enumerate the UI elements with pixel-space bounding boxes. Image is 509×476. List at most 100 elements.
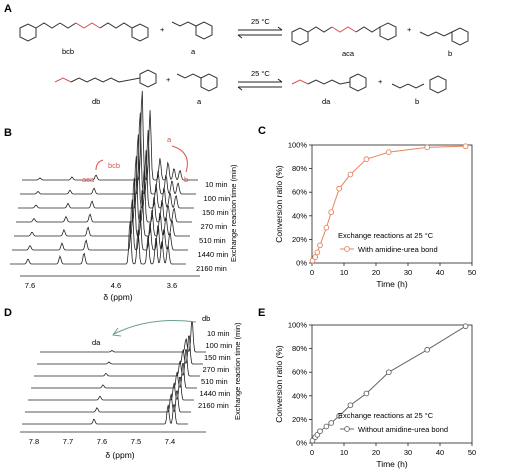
chart-c-y-tick-label: 100% [288,141,308,150]
molecule-db [54,69,157,88]
chart-e: 0 10 20 30 40 50 0% 20% 40% 60% 80% 100% Time (h) Con… [274,321,476,470]
chart-c-data-point [385,149,392,155]
chart-c-y-tick-label: 60% [292,188,307,197]
plus-1: + [160,25,165,34]
condition-2: 25 °C [251,69,270,78]
panel-label-d: D [4,307,12,319]
time-label-b: 100 min [204,194,231,203]
molecule-b-2 [391,75,447,94]
chart-c-plot-frame [311,144,473,264]
nmr-b-spectrum [12,199,188,251]
annot-d-db: db [202,314,210,323]
chart-c-data-point [424,144,431,151]
nmr-d-spectrum [34,349,200,377]
time-label-d: 100 min [206,341,233,350]
panel-label-e: E [258,307,265,319]
annot-b-aca: aca [82,175,95,184]
nmr-stack-b [10,90,198,265]
molecule-da [291,73,367,92]
x-label-d: δ (ppm) [105,450,134,460]
label-da: da [322,97,331,106]
chart-c-y-tick-label: 20% [292,235,307,244]
chart-c-x-axis-label: Time (h) [376,279,407,289]
chart-e-x-axis-label: Time (h) [376,459,407,469]
legend-c-title: Exchange reactions at 25 °C [338,231,434,240]
molecule-a-2 [176,73,218,92]
chart-c-data-point [314,249,321,256]
chart-c-data-point [317,242,323,249]
nmr-b-spectrum [20,112,196,195]
chart-c-x-tick-label: 30 [404,268,412,277]
nmr-b-spectrum [10,221,186,265]
annot-b-a: a [167,135,172,144]
panel-label-b: B [4,127,12,139]
nmr-d-spectrum [25,390,191,413]
molecule-bcb [19,22,149,42]
tick-d-74: 7.4 [165,437,175,446]
time-label-b: 2160 min [196,264,227,273]
equilibrium-arrow-1 [237,26,283,39]
arrow-a-to-b [171,145,188,173]
label-aca: aca [342,49,355,58]
annot-b-b: b [184,175,188,184]
tick-d-76: 7.6 [97,437,107,446]
chart-c-data-point [347,171,354,178]
arrow-bcb [95,159,104,171]
side-label-b: Exchange reaction time (min) [229,164,238,262]
nmr-b-spectrum [18,134,194,209]
chart-c-y-tick-label: 40% [292,211,307,220]
label-bcb: bcb [62,47,74,56]
tick-d-77: 7.7 [63,437,73,446]
chart-e-x-tick-label: 50 [468,448,476,457]
nmr-d-spectrum [28,376,194,401]
arrow-head-d [112,327,122,337]
tick-b-46: 4.6 [111,281,121,290]
time-labels-b: 10 min 100 min 150 min 270 min 510 min 1440 m… [196,180,230,273]
tick-d-78: 7.8 [29,437,39,446]
chart-e-series-line [312,325,466,441]
legend-e-series: Without amidine-urea bond [358,425,448,434]
tick-b-36: 3.6 [167,281,177,290]
chart-e-data-point [347,402,354,409]
legend-e-marker [340,426,354,432]
chart-e-x-tick-label: 10 [340,448,348,457]
molecule-b-1 [419,27,469,46]
tick-d-75: 7.5 [131,437,141,446]
chart-e-y-tick-label: 20% [292,415,307,424]
chart-c-data-point [363,156,370,163]
chart-c-x-tick-label: 0 [310,268,314,277]
chart-e-y-tick-label: 100% [288,321,308,330]
label-b-1: b [448,49,452,58]
chart-c: 0 10 20 30 40 50 0% 20% 40% 60% 80% 100% Time (h) Con… [274,141,476,290]
time-label-b: 150 min [202,208,229,217]
chart-e-y-tick-label: 60% [292,368,307,377]
equilibrium-arrow-2 [237,78,283,91]
tick-b-76: 7.6 [25,281,35,290]
chart-e-x-tick-label: 0 [310,448,314,457]
panel-label-c: C [258,125,266,137]
time-label-d: 10 min [207,329,230,338]
time-labels-d: 10 min 100 min 150 min 270 min 510 min 1440 m… [198,329,232,410]
condition-1: 25 °C [251,17,270,26]
annot-b-bcb: bcb [108,161,120,170]
chart-c-y-tick-label: 0% [296,259,307,268]
time-label-b: 1440 min [198,250,229,259]
chart-c-x-tick-label: 50 [468,268,476,277]
time-label-d: 1440 min [200,389,231,398]
time-label-d: 270 min [203,365,230,374]
chart-e-y-tick-label: 40% [292,391,307,400]
chart-e-data-point [424,346,431,353]
nmr-d-spectrum [40,321,206,353]
chart-c-data-point [328,209,335,216]
chart-c-x-tick-label: 40 [436,268,444,277]
molecule-aca [291,22,397,46]
label-db: db [92,97,100,106]
chart-e-data-point [462,323,469,330]
chart-c-x-tick-label: 20 [372,268,380,277]
chart-e-x-tick-label: 30 [404,448,412,457]
arrow-db-to-da [113,320,197,335]
time-label-b: 10 min [205,180,228,189]
chart-c-data-point [462,143,469,150]
chart-e-y-tick-label: 0% [296,439,307,448]
